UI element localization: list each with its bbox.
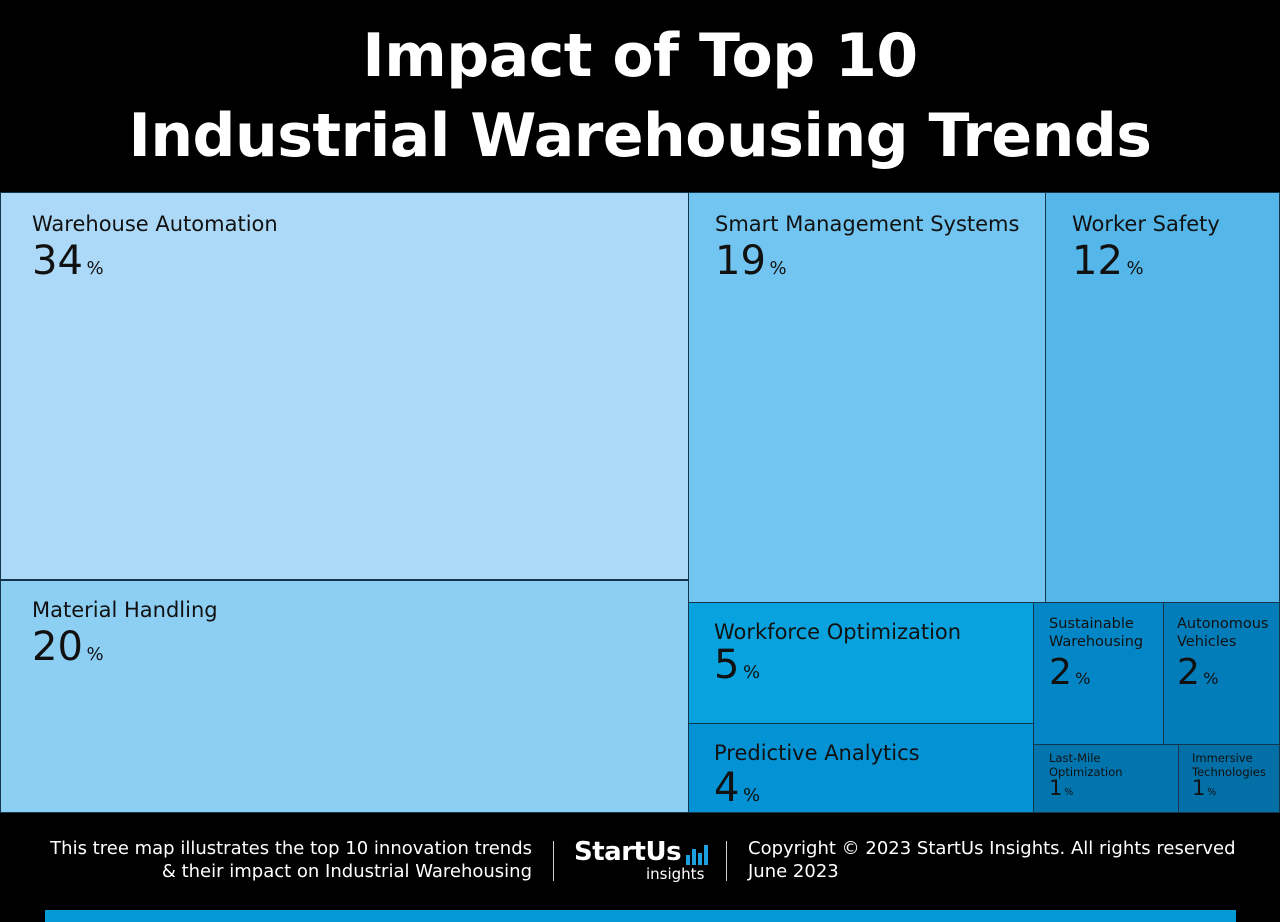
title-line-1: Impact of Top 10	[362, 21, 918, 91]
chart-title: Impact of Top 10 Industrial Warehousing …	[0, 0, 1280, 192]
treemap-tile-predictive-analytics: Predictive Analytics 4%	[688, 723, 1034, 813]
tile-value-unit: %	[1064, 787, 1074, 798]
tile-value-number: 2	[1049, 652, 1072, 693]
copyright-date: June 2023	[748, 861, 839, 882]
treemap-tile-smart-management-systems: Smart Management Systems 19%	[688, 192, 1046, 603]
tile-value-unit: %	[1075, 669, 1091, 688]
treemap-tile-immersive-technologies: Immersive Technologies 1%	[1178, 744, 1280, 813]
divider-right	[726, 841, 727, 881]
treemap-tile-workforce-optimization: Workforce Optimization 5%	[688, 602, 1034, 724]
tile-label: Worker Safety	[1072, 212, 1220, 236]
logo-sub: insights	[646, 865, 705, 883]
tile-label: Workforce Optimization	[714, 620, 962, 644]
tile-value-number: 12	[1072, 238, 1123, 284]
tile-label: Autonomous Vehicles	[1177, 616, 1269, 651]
tile-value-unit: %	[86, 258, 104, 279]
tile-value: 1%	[1192, 778, 1216, 803]
tile-value: 20%	[32, 627, 104, 675]
tile-value: 19%	[715, 241, 787, 289]
tile-value-number: 34	[32, 238, 83, 284]
tile-value-number: 20	[32, 624, 83, 670]
tile-label: Last-Mile Optimization	[1049, 751, 1123, 780]
footer: This tree map illustrates the top 10 inn…	[0, 813, 1280, 922]
tile-value-number: 5	[714, 642, 740, 688]
tile-value-unit: %	[86, 644, 104, 665]
treemap-tile-warehouse-automation: Warehouse Automation 34%	[0, 192, 689, 580]
tile-value: 4%	[714, 765, 761, 812]
tile-value: 5%	[714, 645, 760, 693]
treemap-tile-worker-safety: Worker Safety 12%	[1045, 192, 1280, 603]
tile-label: Sustainable Warehousing	[1049, 616, 1144, 651]
description-line-2: & their impact on Industrial Warehousing	[161, 861, 532, 882]
tile-value-number: 2	[1177, 652, 1200, 693]
tile-value-unit: %	[1207, 787, 1217, 798]
treemap-tile-sustainable-warehousing: Sustainable Warehousing 2%	[1033, 602, 1164, 745]
tile-value-unit: %	[1203, 669, 1219, 688]
tile-value-unit: %	[1126, 258, 1144, 279]
tile-value-unit: %	[743, 662, 761, 683]
tile-label: Predictive Analytics	[714, 741, 920, 765]
logo-bars-icon	[686, 843, 708, 865]
tile-value-number: 1	[1192, 776, 1206, 800]
treemap-tile-autonomous-vehicles: Autonomous Vehicles 2%	[1163, 602, 1280, 745]
tile-value: 2%	[1177, 655, 1219, 697]
footer-description: This tree map illustrates the top 10 inn…	[50, 837, 532, 883]
tile-value-unit: %	[743, 785, 761, 806]
copyright-text: Copyright © 2023 StartUs Insights. All r…	[748, 838, 1236, 859]
title-line-2: Industrial Warehousing Trends	[128, 101, 1153, 171]
tile-value-unit: %	[769, 258, 787, 279]
tile-value: 1%	[1049, 778, 1073, 803]
tile-value: 12%	[1072, 241, 1144, 289]
footer-copyright: Copyright © 2023 StartUs Insights. All r…	[748, 837, 1236, 883]
tile-value-number: 19	[715, 238, 766, 284]
tile-label: Immersive Technologies	[1192, 751, 1266, 780]
treemap-tile-last-mile-optimization: Last-Mile Optimization 1%	[1033, 744, 1179, 813]
tile-label: Smart Management Systems	[715, 212, 1020, 236]
tile-label: Material Handling	[32, 598, 218, 622]
tile-value-number: 1	[1049, 776, 1063, 800]
bottom-accent-bar	[45, 910, 1236, 922]
tile-value: 34%	[32, 241, 104, 289]
tile-value-number: 4	[714, 765, 740, 811]
divider-left	[553, 841, 554, 881]
treemap: Warehouse Automation 34% Material Handling…	[0, 192, 1280, 813]
treemap-tile-material-handling: Material Handling 20%	[0, 580, 689, 813]
startus-logo: StartUs insights	[574, 837, 714, 883]
logo-brand: StartUs	[574, 837, 682, 867]
tile-label: Warehouse Automation	[32, 212, 278, 236]
tile-value: 2%	[1049, 655, 1091, 697]
description-line-1: This tree map illustrates the top 10 inn…	[50, 838, 532, 859]
